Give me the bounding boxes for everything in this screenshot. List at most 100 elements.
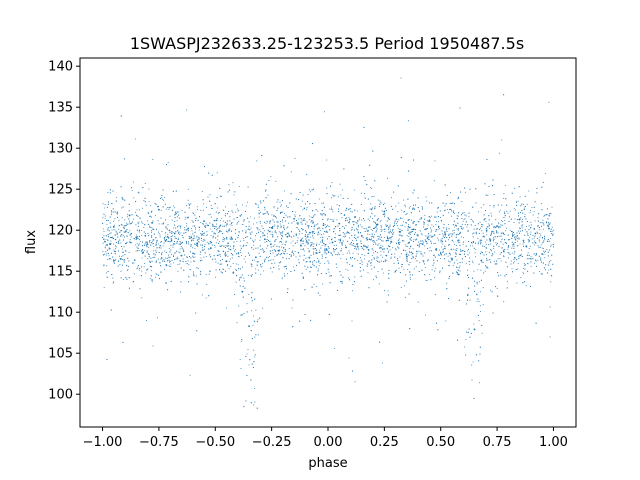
- data-point: [251, 292, 253, 294]
- data-point: [313, 265, 315, 267]
- data-point: [203, 203, 205, 205]
- data-point: [317, 268, 319, 270]
- data-point: [277, 199, 279, 201]
- data-point: [461, 225, 463, 228]
- data-point: [305, 231, 307, 233]
- data-point: [333, 195, 335, 197]
- data-point: [206, 283, 208, 285]
- data-point: [444, 205, 446, 207]
- data-point: [240, 251, 242, 254]
- data-point: [160, 209, 162, 211]
- data-point: [484, 236, 486, 238]
- data-point: [406, 260, 408, 262]
- data-point: [120, 242, 122, 244]
- data-point: [273, 248, 275, 251]
- data-point: [340, 250, 342, 252]
- data-point: [427, 235, 429, 237]
- data-point: [130, 236, 132, 238]
- data-point: [159, 262, 161, 264]
- data-point: [238, 305, 240, 307]
- data-point: [169, 260, 171, 262]
- data-point: [412, 204, 414, 206]
- data-point: [310, 267, 312, 269]
- data-point: [528, 254, 530, 256]
- data-point: [452, 248, 454, 250]
- data-point: [394, 220, 396, 222]
- data-point: [287, 226, 289, 228]
- data-point: [472, 260, 474, 262]
- data-point: [378, 236, 380, 238]
- data-point: [351, 244, 353, 246]
- data-point: [197, 245, 199, 247]
- data-point: [275, 250, 277, 252]
- data-point: [412, 228, 415, 231]
- data-point: [183, 269, 185, 271]
- data-point: [216, 223, 218, 225]
- data-point: [285, 265, 287, 267]
- data-point: [341, 217, 343, 219]
- data-point: [471, 242, 473, 244]
- data-point: [353, 224, 355, 226]
- data-point: [388, 269, 390, 271]
- data-point: [348, 216, 350, 218]
- data-point: [340, 238, 342, 240]
- data-point: [247, 217, 249, 219]
- data-point: [424, 252, 426, 254]
- data-point: [461, 250, 463, 252]
- data-point: [348, 277, 350, 279]
- data-point: [211, 231, 213, 233]
- data-point: [467, 229, 469, 232]
- data-point: [154, 214, 156, 216]
- data-point: [394, 222, 396, 224]
- data-point: [526, 258, 528, 260]
- data-point: [499, 253, 501, 255]
- data-point: [392, 228, 394, 231]
- data-point: [303, 218, 305, 220]
- data-point: [376, 219, 378, 221]
- data-point: [351, 265, 353, 267]
- data-point: [241, 339, 243, 341]
- data-point: [238, 185, 240, 187]
- data-point: [257, 204, 259, 206]
- data-point: [341, 248, 343, 250]
- data-point: [529, 245, 531, 247]
- data-point: [478, 320, 480, 322]
- data-point: [259, 265, 262, 267]
- data-point: [118, 220, 120, 222]
- data-point: [371, 268, 373, 270]
- data-point: [279, 201, 281, 203]
- data-point: [106, 359, 108, 361]
- data-point: [415, 255, 417, 257]
- data-point: [140, 275, 142, 277]
- data-point: [232, 271, 235, 273]
- data-point: [156, 240, 158, 242]
- data-point: [533, 206, 535, 208]
- data-point: [188, 207, 190, 209]
- data-point: [409, 231, 411, 233]
- data-point: [552, 244, 554, 246]
- data-point: [445, 240, 447, 242]
- data-point: [111, 209, 113, 212]
- data-point: [230, 230, 233, 232]
- data-point: [348, 222, 350, 224]
- data-point: [295, 233, 297, 235]
- data-point: [518, 186, 520, 188]
- data-point: [202, 233, 204, 235]
- data-point: [535, 242, 537, 244]
- data-point: [407, 229, 409, 231]
- data-point: [229, 260, 231, 262]
- data-point: [498, 235, 500, 237]
- data-point: [541, 222, 543, 224]
- data-point: [542, 228, 544, 230]
- data-point: [281, 232, 283, 234]
- data-point: [511, 271, 514, 273]
- data-point: [169, 251, 171, 253]
- data-point: [417, 301, 419, 303]
- data-point: [235, 268, 237, 270]
- data-point: [167, 240, 169, 242]
- data-point: [430, 227, 432, 229]
- data-point: [414, 229, 417, 231]
- data-point: [269, 230, 271, 232]
- data-point: [188, 204, 191, 206]
